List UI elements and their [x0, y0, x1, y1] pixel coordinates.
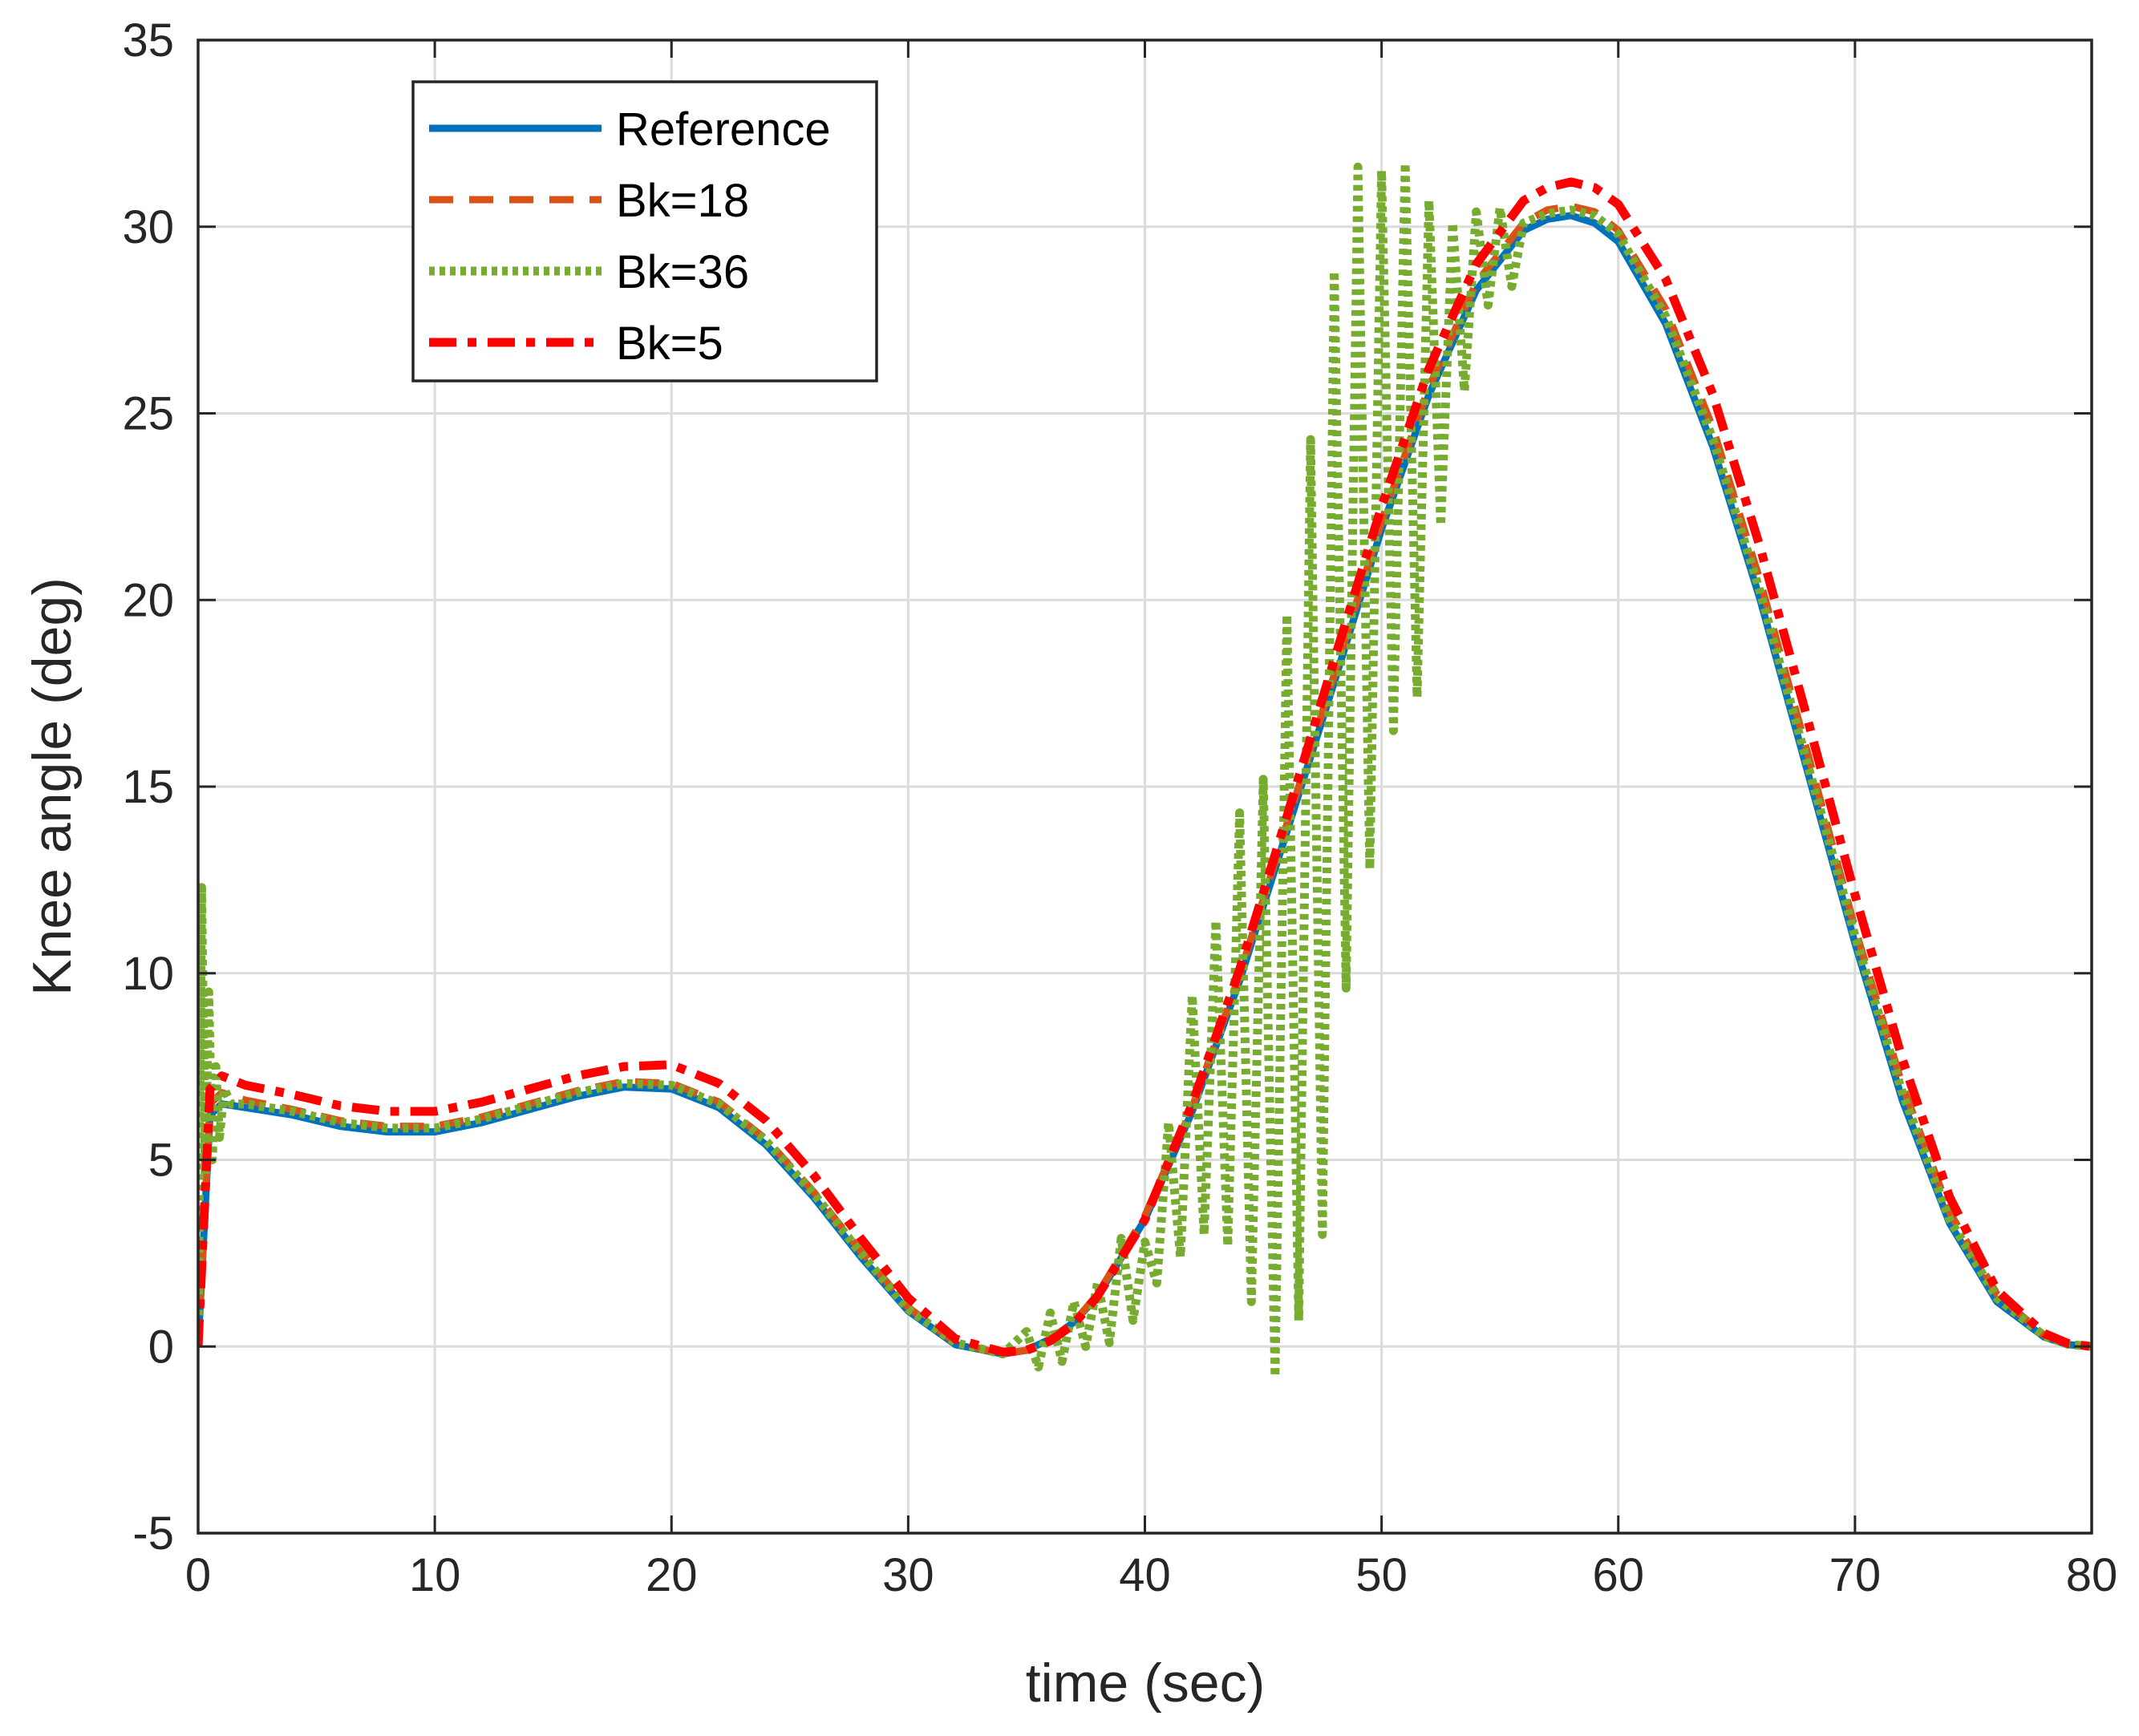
y-tick-label: 0 [148, 1321, 174, 1373]
x-tick-label: 0 [185, 1549, 211, 1601]
y-tick-label: 25 [122, 388, 174, 440]
x-tick-label: 40 [1119, 1549, 1171, 1601]
x-tick-label: 60 [1592, 1549, 1644, 1601]
legend-entry-bk5: Bk=5 [429, 318, 723, 370]
x-tick-label: 10 [409, 1549, 461, 1601]
y-tick-label: 15 [122, 761, 174, 813]
legend-label-bk18: Bk=18 [616, 175, 749, 227]
x-tick-label: 80 [2066, 1549, 2118, 1601]
legend-label-reference: Reference [616, 103, 831, 156]
legend-entry-reference: Reference [429, 103, 831, 156]
series-line-bk-5 [198, 177, 2092, 1357]
x-tick-label: 20 [646, 1549, 698, 1601]
y-tick-label: 10 [122, 948, 174, 1000]
y-tick-label: 5 [148, 1135, 174, 1187]
y-axis-label: Knee angle (deg) [22, 577, 83, 996]
y-tick-label: 30 [122, 201, 174, 253]
legend-entry-bk36: Bk=36 [429, 246, 749, 298]
legend-entry-bk18: Bk=18 [429, 175, 749, 227]
y-tick-label: 35 [122, 14, 174, 67]
legend: Reference Bk=18 Bk=36 Bk=5 [411, 80, 878, 382]
x-tick-label: 50 [1355, 1549, 1408, 1601]
x-tick-label: 30 [882, 1549, 934, 1601]
y-tick-label: -5 [132, 1507, 174, 1560]
legend-label-bk5: Bk=5 [616, 318, 723, 370]
x-axis-label: time (sec) [1026, 1653, 1265, 1714]
axis-ticks [196, 38, 2093, 1535]
y-tick-label: 20 [122, 574, 174, 626]
legend-label-bk36: Bk=36 [616, 246, 749, 298]
series-line-bk-36 [198, 159, 2092, 1381]
grid [198, 40, 2092, 1533]
x-tick-label: 70 [1829, 1549, 1882, 1601]
plot-area [198, 159, 2092, 1381]
